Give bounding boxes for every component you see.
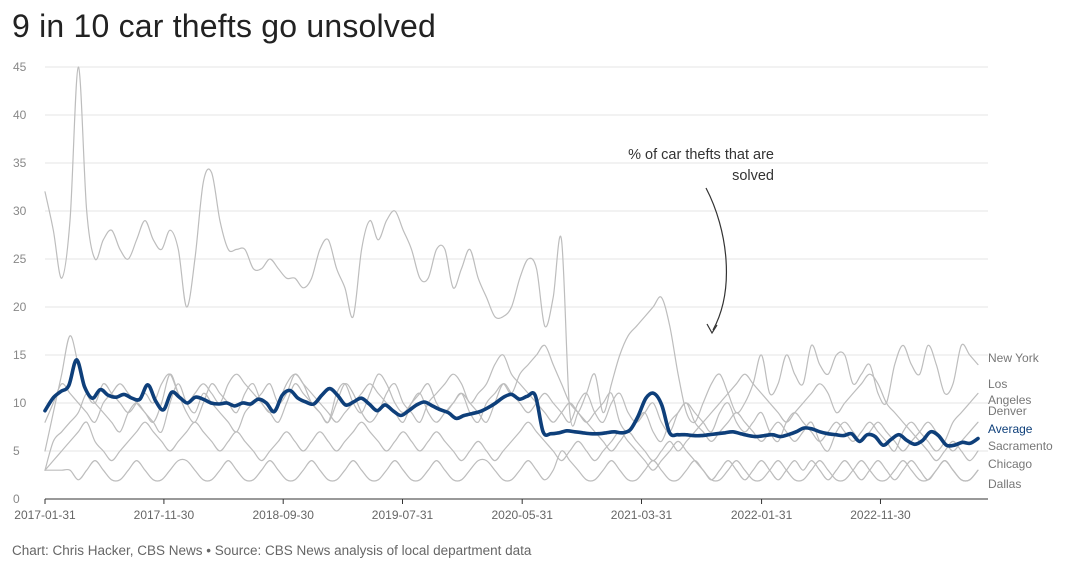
annotation-text-line2: solved: [732, 168, 774, 184]
series-layer: [43, 66, 980, 482]
series-line-dallas: [44, 450, 979, 482]
x-tick-label: 2017-11-30: [134, 508, 195, 522]
y-tick-label: 35: [13, 156, 27, 170]
y-tick-label: 15: [13, 348, 27, 362]
series-line-average: [43, 357, 980, 448]
grid-layer: [45, 66, 988, 452]
series-label-new-york: New York: [988, 351, 1040, 365]
y-tick-label: 20: [13, 300, 27, 314]
y-tick-label: 0: [13, 492, 20, 506]
axis-layer: 0 5 10 15 20 25 30 35 40 45 2017-01-31 2017-11-30 20…: [13, 60, 988, 522]
series-label-denver: Denver: [988, 404, 1027, 418]
annotation-arrow: [705, 187, 727, 331]
series-label-sacramento: Sacramento: [988, 439, 1053, 453]
annotation: % of car thefts that are solved: [628, 147, 774, 335]
series-label-los-angeles: Los Angeles: [988, 377, 1031, 407]
y-tick-label: 5: [13, 444, 20, 458]
series-label-chicago: Chicago: [988, 457, 1032, 471]
chart-title: 9 in 10 car thefts go unsolved: [12, 8, 437, 44]
y-tick-label: 25: [13, 252, 27, 266]
series-label-dallas: Dallas: [988, 477, 1021, 491]
x-tick-label: 2018-09-30: [253, 508, 315, 522]
series-line-denver: [44, 335, 979, 452]
y-tick-label: 10: [13, 396, 27, 410]
x-tick-label: 2021-03-31: [611, 508, 673, 522]
y-tick-label: 45: [13, 60, 27, 74]
series-label-average: Average: [988, 422, 1033, 436]
series-line-chicago: [44, 421, 979, 482]
annotation-arrowhead: [706, 323, 718, 335]
x-tick-label: 2022-11-30: [850, 508, 911, 522]
y-tick-label: 30: [13, 204, 27, 218]
x-tick-label: 2017-01-31: [14, 508, 76, 522]
series-line-new-york: [44, 66, 979, 427]
annotation-text-line1: % of car thefts that are: [628, 147, 774, 163]
y-tick-label: 40: [13, 108, 27, 122]
x-tick-label: 2022-01-31: [731, 508, 793, 522]
x-tick-label: 2019-07-31: [372, 508, 434, 522]
chart-credit: Chart: Chris Hacker, CBS News • Source: …: [12, 543, 532, 558]
x-tick-label: 2020-05-31: [491, 508, 553, 522]
